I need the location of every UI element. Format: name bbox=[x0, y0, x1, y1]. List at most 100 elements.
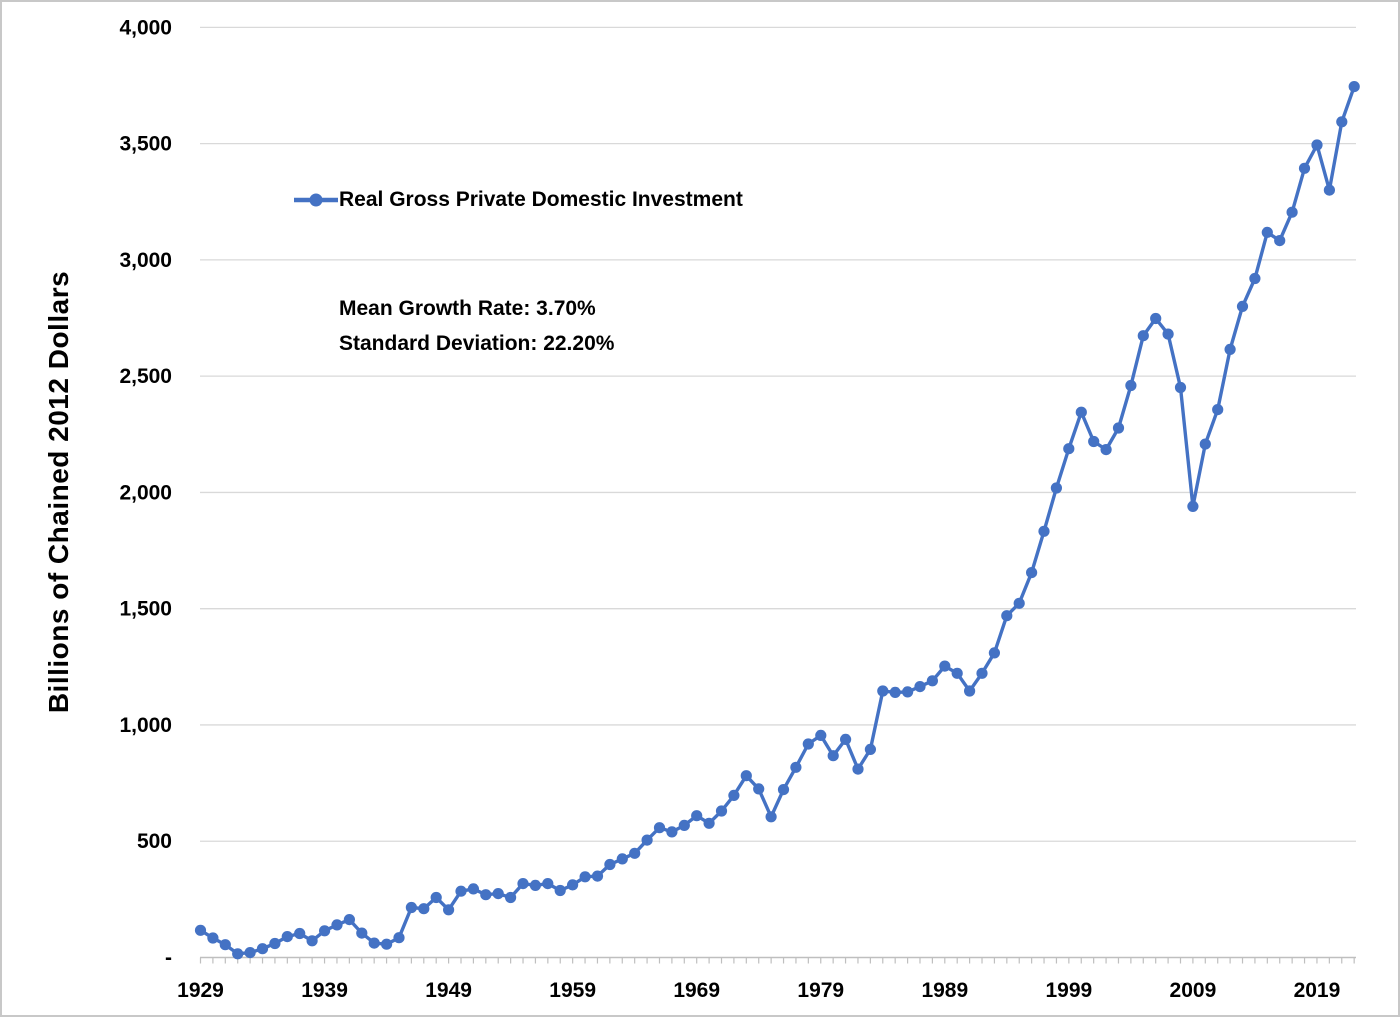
x-tick-label: 1989 bbox=[921, 979, 968, 1002]
data-point bbox=[852, 763, 864, 775]
data-point bbox=[939, 660, 951, 672]
data-point bbox=[1224, 343, 1236, 355]
data-point bbox=[976, 667, 988, 679]
data-point bbox=[430, 891, 442, 904]
data-point bbox=[1001, 610, 1013, 622]
data-point bbox=[443, 904, 455, 916]
investment-line bbox=[198, 84, 1356, 956]
data-point bbox=[629, 847, 641, 859]
data-point bbox=[1212, 404, 1224, 416]
legend-line-marker-icon bbox=[294, 193, 338, 207]
data-point bbox=[1311, 139, 1323, 151]
data-point bbox=[306, 935, 318, 947]
data-point bbox=[492, 888, 504, 900]
data-point bbox=[1249, 272, 1261, 285]
data-point bbox=[1187, 500, 1199, 512]
y-tick-label: - bbox=[165, 947, 172, 970]
data-point bbox=[343, 914, 355, 926]
x-tick-label: 1969 bbox=[673, 979, 720, 1002]
x-tick-label: 1949 bbox=[425, 979, 472, 1002]
data-point bbox=[1050, 482, 1062, 494]
data-point bbox=[1125, 379, 1137, 392]
data-point bbox=[405, 901, 417, 914]
y-tick-label: 4,000 bbox=[119, 16, 172, 39]
data-point bbox=[455, 885, 467, 897]
data-point bbox=[517, 878, 529, 890]
data-point bbox=[988, 647, 1001, 659]
data-point bbox=[529, 879, 542, 892]
data-point bbox=[542, 878, 554, 890]
data-point bbox=[1162, 328, 1174, 340]
data-point bbox=[666, 826, 678, 838]
data-point bbox=[951, 667, 963, 679]
data-point bbox=[1100, 444, 1112, 456]
data-point bbox=[467, 883, 479, 895]
data-point bbox=[418, 903, 430, 915]
y-tick-label: 3,000 bbox=[119, 249, 172, 272]
data-point bbox=[691, 810, 703, 822]
data-point bbox=[877, 685, 889, 697]
data-point bbox=[914, 681, 926, 693]
annotation-standard-deviation: Standard Deviation: 22.20% bbox=[339, 332, 615, 355]
data-point bbox=[1236, 300, 1249, 312]
data-point bbox=[356, 927, 368, 939]
data-point bbox=[1286, 206, 1298, 218]
data-point bbox=[1075, 406, 1087, 418]
data-point bbox=[864, 743, 877, 756]
data-point bbox=[579, 871, 591, 883]
y-axis-title: Billions of Chained 2012 Dollars bbox=[43, 270, 74, 714]
data-point bbox=[368, 937, 380, 949]
x-tick-label: 2009 bbox=[1170, 979, 1217, 1002]
data-point bbox=[902, 686, 914, 698]
data-point bbox=[802, 738, 814, 750]
data-point bbox=[567, 879, 579, 891]
data-point bbox=[1298, 162, 1311, 174]
data-point bbox=[207, 932, 219, 944]
data-point bbox=[827, 750, 839, 762]
data-point bbox=[1274, 235, 1286, 247]
y-tick-label: 2,500 bbox=[119, 365, 172, 388]
data-point bbox=[1088, 435, 1100, 448]
data-point bbox=[269, 937, 281, 950]
data-point bbox=[1174, 381, 1187, 394]
data-point bbox=[1261, 226, 1273, 238]
data-point bbox=[678, 819, 690, 832]
data-point bbox=[926, 675, 939, 687]
data-point bbox=[232, 948, 244, 960]
data-point bbox=[1323, 184, 1335, 196]
data-point bbox=[244, 947, 256, 959]
data-point bbox=[1348, 81, 1360, 93]
data-point bbox=[294, 927, 306, 940]
x-tick-label: 1939 bbox=[301, 979, 348, 1002]
data-point bbox=[703, 817, 715, 829]
data-point bbox=[653, 822, 666, 834]
data-point bbox=[554, 884, 566, 897]
data-point bbox=[1137, 330, 1149, 342]
data-point bbox=[765, 811, 777, 823]
y-tick-label: 1,000 bbox=[119, 714, 172, 737]
data-point bbox=[840, 733, 852, 746]
data-point bbox=[604, 858, 616, 871]
data-point bbox=[591, 870, 604, 882]
data-point bbox=[753, 783, 765, 795]
data-point bbox=[790, 761, 802, 773]
legend-label: Real Gross Private Domestic Investment bbox=[339, 188, 743, 211]
data-point bbox=[1336, 116, 1348, 128]
data-point bbox=[331, 919, 343, 931]
data-point bbox=[1199, 438, 1211, 450]
data-point bbox=[1026, 567, 1038, 579]
data-point bbox=[219, 939, 231, 951]
data-point bbox=[194, 924, 207, 936]
stats-annotation: Mean Growth Rate: 3.70% Standard Deviati… bbox=[339, 291, 614, 361]
data-point bbox=[319, 925, 331, 937]
data-point bbox=[1038, 525, 1050, 537]
data-point bbox=[815, 729, 827, 742]
data-point bbox=[1112, 422, 1125, 434]
y-tick-label: 500 bbox=[137, 830, 172, 853]
data-point bbox=[889, 686, 901, 699]
x-tick-label: 1999 bbox=[1045, 979, 1092, 1002]
data-point bbox=[740, 770, 752, 782]
data-point bbox=[1150, 312, 1162, 325]
